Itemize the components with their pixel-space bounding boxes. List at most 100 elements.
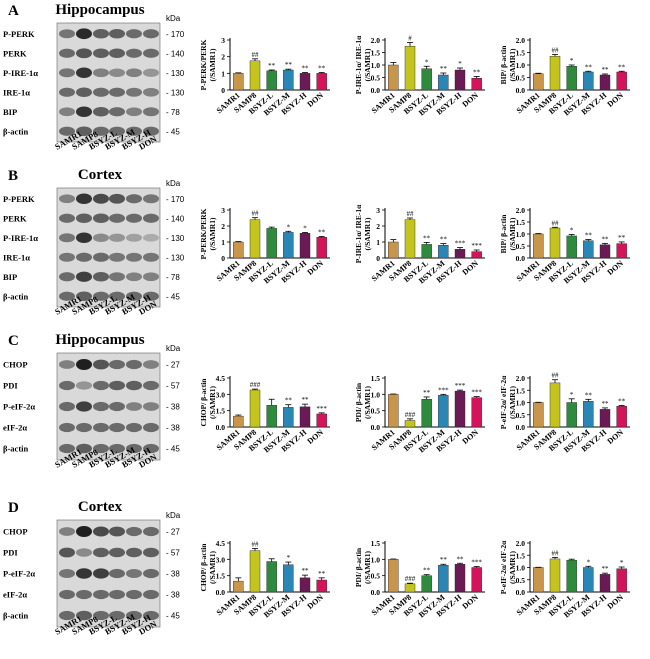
y-tick-label: 1.0 — [371, 61, 381, 70]
x-tick-label: DON — [306, 427, 326, 445]
kda-label: kDa — [166, 344, 181, 353]
blot-band — [76, 548, 92, 557]
bar — [404, 420, 416, 428]
blot-band — [59, 29, 75, 39]
blot-label: eIF-2α — [3, 590, 27, 600]
y-tick-label: 1 — [221, 69, 225, 78]
significance-mark: ** — [585, 63, 593, 71]
bar — [438, 395, 449, 428]
significance-mark: ## — [252, 51, 260, 59]
bar — [533, 233, 544, 259]
blot-label: IRE-1α — [3, 252, 30, 262]
blot-kda: - 38 — [166, 591, 180, 600]
bar — [438, 74, 449, 91]
blot-band — [126, 291, 142, 301]
bar — [583, 401, 594, 428]
y-axis-label: PDI/ β-actin — [354, 547, 363, 587]
blot-label: β-actin — [3, 291, 29, 301]
bar — [421, 244, 432, 259]
significance-mark: ** — [318, 570, 326, 578]
bar — [388, 559, 399, 593]
y-axis-label-unit: (/SAMR1) — [363, 48, 372, 81]
significance-mark: *** — [438, 386, 449, 394]
significance-mark: ** — [440, 556, 448, 564]
blot-band — [143, 526, 159, 537]
bar — [533, 73, 544, 91]
bar — [283, 407, 294, 428]
significance-mark: *** — [471, 389, 482, 397]
blot-band — [76, 589, 92, 600]
blot-band — [126, 68, 142, 78]
y-axis-label-unit: (/SAMR1) — [208, 48, 217, 81]
significance-mark: ** — [602, 565, 610, 573]
blot-label: PDI — [3, 381, 18, 391]
blot-band — [59, 443, 75, 454]
blot-band — [126, 48, 142, 58]
blot-band — [59, 68, 75, 78]
y-tick-label: 0.5 — [516, 242, 526, 251]
blot-band — [59, 213, 75, 223]
blot-band — [143, 422, 159, 433]
panel-b: B Cortex kDa P-PERK - 170 PERK - 140 P-IRE-1α - … — [3, 167, 185, 317]
blot-label: P-eIF-2α — [3, 569, 35, 579]
significance-mark: ** — [473, 69, 481, 77]
y-tick-label: 1 — [221, 238, 225, 247]
blot-label: PDI — [3, 548, 18, 558]
y-axis-label: P-eIF-2α/ eIF-2α — [499, 540, 508, 594]
y-tick-label: 3.0 — [216, 390, 226, 399]
blot-band — [59, 272, 75, 282]
blot-band — [76, 126, 92, 137]
y-axis-label-unit: (/SAMR1) — [208, 551, 217, 584]
y-tick-label: 0.5 — [516, 411, 526, 420]
blot-band — [59, 126, 75, 136]
blot-band — [76, 106, 92, 117]
blot-band — [59, 233, 75, 243]
blot-kda: - 45 — [166, 612, 180, 621]
blot-band — [93, 213, 109, 224]
significance-mark: ** — [423, 567, 431, 575]
blot-image — [56, 187, 161, 308]
blot-band — [109, 380, 125, 391]
blot-band — [109, 28, 125, 39]
y-tick-label: 3.0 — [216, 555, 226, 564]
blot-band — [59, 87, 75, 97]
bar — [533, 402, 544, 428]
bar — [616, 405, 627, 428]
bar — [599, 574, 611, 593]
x-tick-label: DON — [606, 258, 626, 276]
kda-label: kDa — [166, 179, 181, 188]
blot-band — [93, 87, 109, 97]
significance-mark: ## — [252, 210, 260, 218]
y-axis-label: PDI/ β-actin — [354, 382, 363, 422]
blot-band — [126, 213, 142, 223]
significance-mark: ** — [318, 65, 326, 73]
blot-band — [76, 526, 92, 537]
y-axis-label-unit: (/SAMR1) — [508, 551, 517, 584]
blot-label: PERK — [3, 213, 27, 223]
blot-band — [126, 233, 142, 242]
significance-mark: ** — [585, 391, 593, 399]
y-tick-label: 1 — [376, 238, 380, 247]
y-tick-label: 0.0 — [216, 423, 226, 432]
blot-band — [76, 87, 92, 98]
blot-band — [59, 380, 75, 391]
significance-mark: ** — [602, 400, 610, 408]
blot-kda: - 45 — [166, 445, 180, 454]
blot-band — [76, 291, 92, 302]
blot-band — [59, 547, 75, 558]
bar — [316, 73, 327, 91]
blot-band — [126, 87, 142, 97]
y-tick-label: 0.0 — [516, 588, 526, 597]
bar — [549, 558, 561, 593]
bar — [471, 567, 482, 593]
bar — [471, 397, 482, 428]
kda-label: kDa — [166, 14, 181, 23]
blot-kda: - 57 — [166, 382, 180, 391]
blot-band — [76, 401, 92, 412]
blot-kda: - 130 — [166, 69, 185, 78]
y-tick-label: 2.0 — [516, 374, 526, 383]
